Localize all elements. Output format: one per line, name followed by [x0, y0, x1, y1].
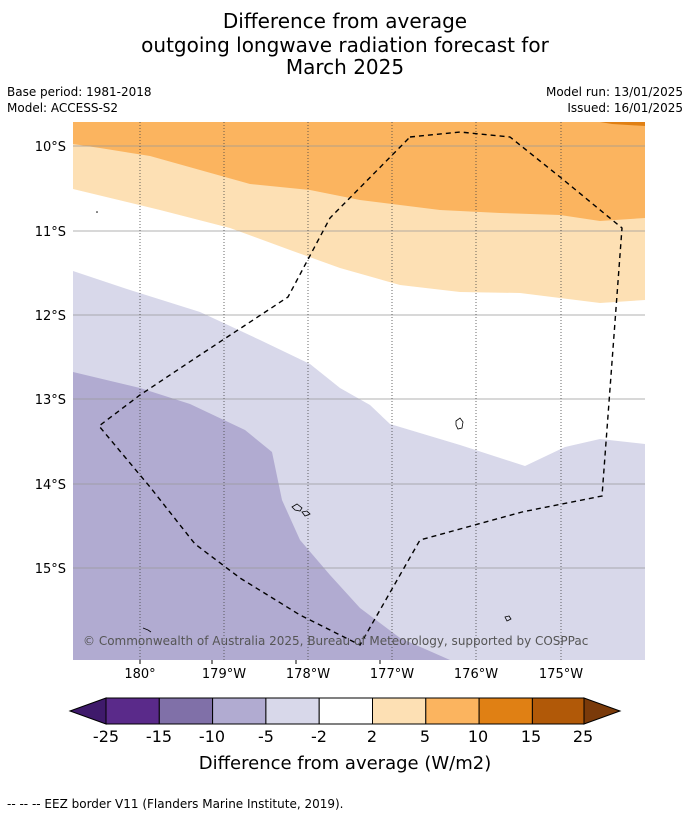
title-line-1: Difference from average: [222, 9, 468, 33]
colorbar-segment: [478, 697, 533, 725]
colorbar-title: Difference from average (W/m2): [198, 753, 492, 774]
lon-label: 178°W: [286, 667, 330, 682]
island-outline: [504, 615, 512, 622]
lon-label: 180°: [124, 667, 155, 682]
base-period: Base period: 1981-2018: [7, 85, 152, 99]
lat-label: 10°S: [35, 140, 66, 155]
colorbar-tick-label: -25: [92, 727, 120, 746]
colorbar-extend-high: [583, 697, 622, 725]
colorbar-segment: [158, 697, 214, 725]
colorbar-tick-label: -10: [198, 727, 226, 746]
title-line-2: outgoing longwave radiation forecast for: [141, 33, 549, 57]
colorbar-segment: [105, 697, 160, 725]
colorbar-tick-label: -15: [145, 727, 173, 746]
lat-label: 13°S: [35, 393, 66, 408]
colorbar-tick-label: -5: [258, 727, 274, 746]
copyright-text: © Commonwealth of Australia 2025, Bureau…: [83, 634, 588, 648]
anomaly-region-minus10-to-minus5: [73, 372, 450, 660]
title-line-3: March 2025: [285, 55, 405, 79]
island-outline: [455, 417, 464, 430]
lat-label: 14°S: [35, 478, 66, 493]
colorbar: [68, 697, 622, 725]
lon-label: 176°W: [454, 667, 498, 682]
colorbar-tick-label: -2: [311, 727, 327, 746]
colorbar-extend-low: [68, 697, 107, 725]
anomaly-region-5-to-10: [73, 122, 645, 221]
colorbar-tick-label: 15: [520, 727, 542, 746]
model-run: Model run: 13/01/2025: [545, 85, 683, 99]
colorbar-segment: [372, 697, 427, 725]
model-name: Model: ACCESS-S2: [7, 101, 119, 115]
lon-label: 179°W: [202, 667, 246, 682]
colorbar-segment: [212, 697, 267, 725]
map-plot-area: © Commonwealth of Australia 2025, Bureau…: [73, 122, 645, 660]
colorbar-segment: [425, 697, 480, 725]
colorbar-segment: [531, 697, 585, 725]
colorbar-tick-label: 2: [366, 727, 378, 746]
colorbar-tick-label: 25: [572, 727, 594, 746]
lat-label: 11°S: [35, 225, 66, 240]
longitude-ticks: [139, 660, 381, 664]
eez-border: [97, 131, 623, 646]
latitude-labels: 10°S 11°S 12°S 13°S 14°S 15°S: [35, 140, 66, 577]
colorbar-segment: [318, 697, 374, 725]
map-figure: © Commonwealth of Australia 2025, Bureau…: [35, 122, 645, 725]
colorbar-tick-label: 5: [419, 727, 431, 746]
latitude-gridlines: [73, 145, 645, 569]
island-outline: [142, 627, 152, 633]
colorbar-tick-label: 10: [467, 727, 489, 746]
island-outline: [96, 211, 98, 213]
anomaly-region-10-to-15: [600, 122, 645, 126]
lat-label: 12°S: [35, 309, 66, 324]
island-outline: [301, 510, 311, 517]
lon-label: 177°W: [370, 667, 414, 682]
lon-label: 175°W: [539, 667, 583, 682]
colorbar-segment: [265, 697, 320, 725]
longitude-labels: 180° 179°W 178°W 177°W 176°W 175°W: [124, 667, 583, 682]
lat-label: 15°S: [35, 562, 66, 577]
issued-date: Issued: 16/01/2025: [567, 101, 683, 115]
eez-footnote: -- -- -- EEZ border V11 (Flanders Marine…: [7, 797, 344, 811]
island-outline: [291, 503, 303, 512]
